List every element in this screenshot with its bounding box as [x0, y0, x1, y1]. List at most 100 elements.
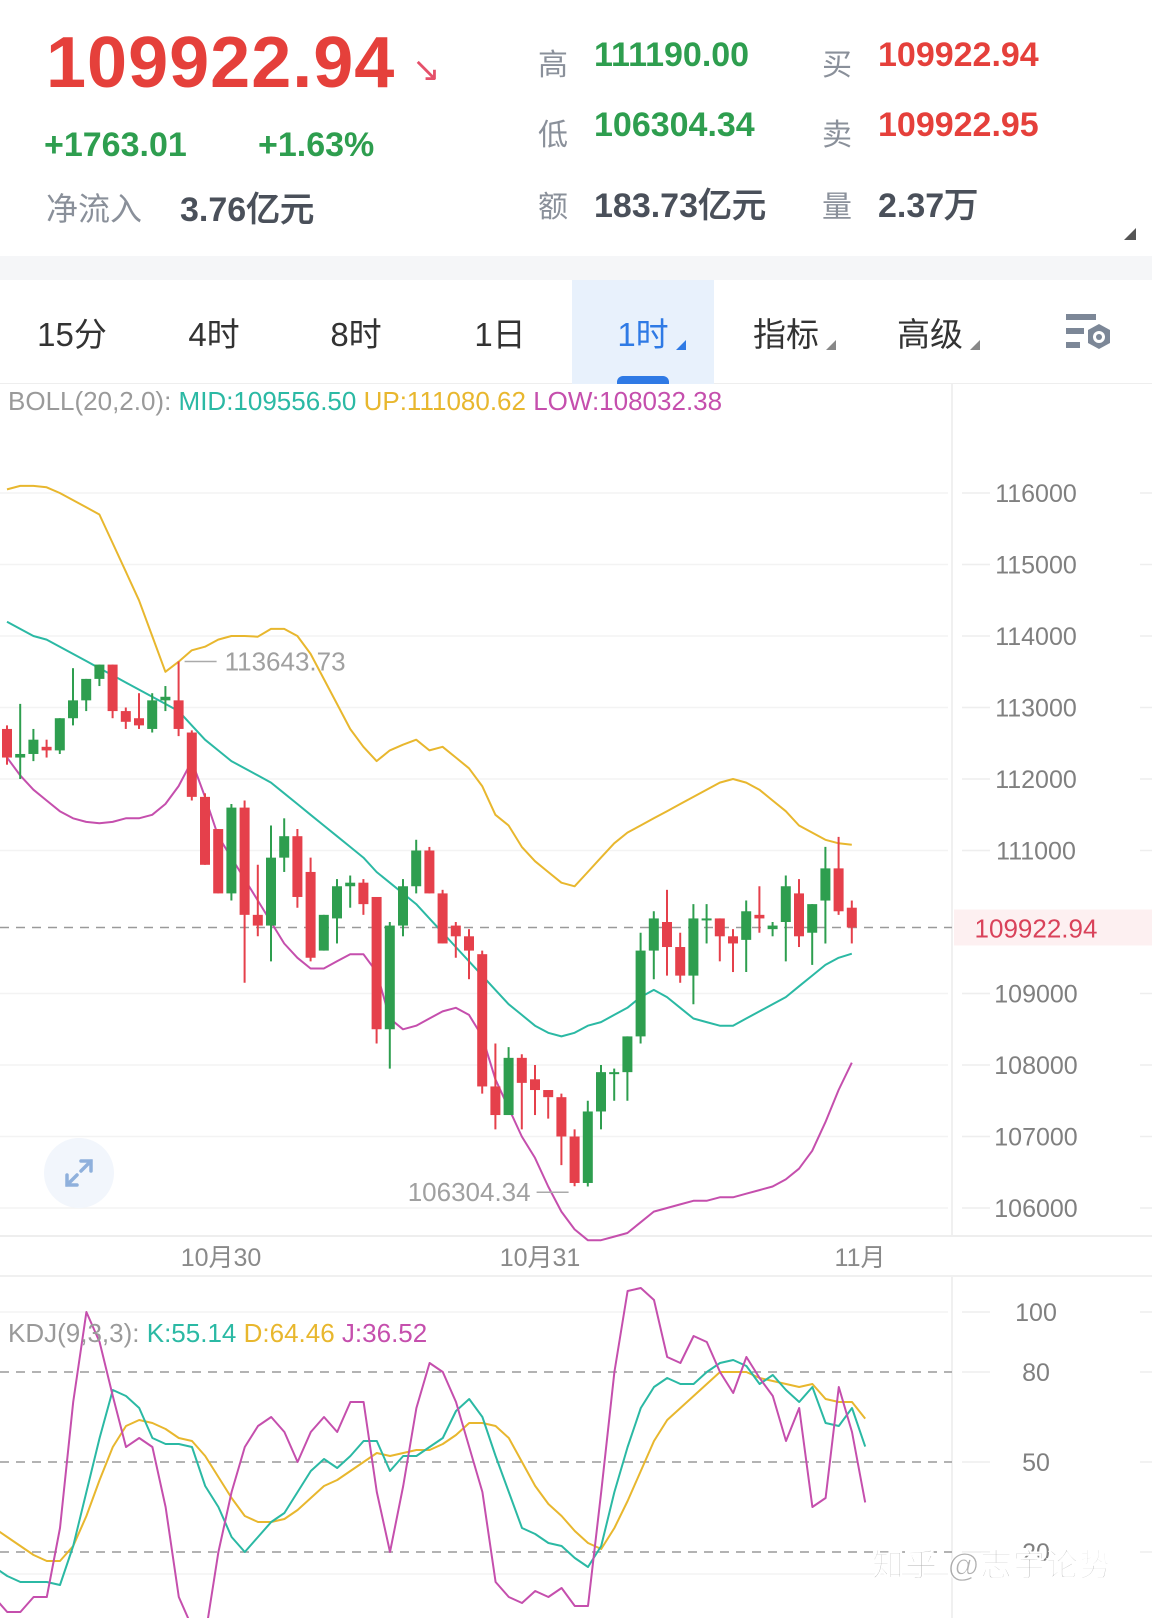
expand-arrows-icon [65, 1159, 93, 1187]
high-label: 高 [538, 49, 568, 82]
tab-8h[interactable]: 8时 [284, 280, 428, 384]
amount-value: 183.73亿元 [594, 187, 766, 225]
candle-down [516, 1057, 527, 1083]
y-tick-label: 113000 [995, 695, 1077, 723]
y-tick-label: 116000 [995, 480, 1077, 508]
tab-label: 15分 [37, 316, 107, 353]
boll-low: LOW:108032.38 [533, 386, 723, 416]
candle-down [305, 871, 316, 958]
candle-down [714, 918, 725, 937]
candle-up [332, 886, 342, 919]
candle-up [279, 836, 290, 858]
candle-up [68, 700, 78, 719]
candle-up [147, 700, 158, 729]
candle-down [120, 711, 131, 722]
x-tick-label: 11月 [835, 1244, 886, 1272]
tab-1h[interactable]: 1时 [572, 280, 714, 384]
kdj-legend: KDJ(9,3,3): K:55.14 D:64.46 J:36.52 [8, 1318, 427, 1349]
kdj-y-tick-label: 20 [1022, 1539, 1050, 1567]
interval-tabs: 15分 4时 8时 1日 1时 指标 高级 [0, 280, 1152, 384]
tab-indicators[interactable]: 指标 [716, 280, 856, 384]
candle-down [728, 936, 738, 944]
candle-down [107, 664, 118, 712]
boll-name: BOLL(20,2.0): [8, 386, 172, 416]
change-absolute: +1763.01 [44, 126, 187, 164]
candle-up [28, 739, 39, 754]
candle-down [200, 796, 210, 865]
candle-down [530, 1079, 540, 1091]
y-tick-label: 112000 [995, 766, 1077, 794]
kdj-name: KDJ(9,3,3): [8, 1318, 140, 1348]
max-price-label: 113643.73 [225, 646, 346, 676]
tab-label: 指标 [753, 316, 819, 353]
bid-label: 买 [822, 49, 852, 82]
tab-advanced[interactable]: 高级 [860, 280, 1000, 384]
candle-up [688, 918, 699, 976]
boll-legend: BOLL(20,2.0): MID:109556.50 UP:111080.62… [8, 386, 722, 417]
candle-down [213, 829, 224, 894]
candle-up [398, 886, 408, 926]
candle-down [239, 807, 250, 915]
net-inflow-label: 净流入 [46, 191, 143, 227]
kdj-y-tick-label: 80 [1022, 1359, 1050, 1387]
candle-up [345, 882, 356, 887]
y-tick-label: 111000 [996, 838, 1076, 866]
fullscreen-button[interactable] [44, 1138, 114, 1208]
candle-up [767, 925, 778, 930]
candle-down [543, 1090, 554, 1098]
candle-up [54, 718, 65, 751]
tab-label: 高级 [897, 316, 963, 353]
high-value: 111190.00 [594, 36, 750, 74]
candle-down [754, 914, 765, 919]
candle-down [437, 893, 448, 944]
candle-down [464, 936, 474, 951]
tab-label: 1时 [617, 316, 669, 353]
candle-up [582, 1111, 593, 1183]
dropdown-triangle-icon [676, 340, 686, 350]
kdj-j-line [0, 1287, 867, 1618]
candle-down [662, 922, 672, 948]
y-tick-label: 109000 [994, 981, 1077, 1009]
chart-settings-icon[interactable] [1064, 310, 1116, 356]
kdj-d: D:64.46 [243, 1318, 335, 1348]
boll-mid: MID:109556.50 [178, 386, 357, 416]
candle-up [609, 1072, 620, 1075]
candle-down [41, 746, 52, 751]
quote-header: 109922.94 ↘ +1763.01 +1.63% 净流入 3.76亿元 高… [0, 0, 1152, 256]
tab-label: 4时 [188, 316, 240, 353]
kdj-k-line [0, 1359, 867, 1586]
candle-up [807, 904, 818, 933]
candle-down [846, 907, 857, 928]
y-tick-label: 106000 [994, 1195, 1077, 1223]
min-price-label: 106304.34 [408, 1177, 531, 1207]
candle-down [134, 718, 144, 726]
boll-lower-line [6, 756, 853, 1242]
tab-4h[interactable]: 4时 [144, 280, 284, 384]
candle-up [622, 1036, 633, 1073]
active-tab-indicator [617, 376, 669, 384]
volume-value: 2.37万 [878, 187, 979, 225]
candle-down [173, 700, 184, 729]
candle-up [266, 857, 276, 926]
candle-up [81, 678, 92, 701]
ask-value: 109922.95 [878, 106, 1039, 144]
candle-down [569, 1136, 580, 1183]
x-tick-label: 10月31 [500, 1244, 581, 1272]
y-tick-label: 108000 [994, 1052, 1077, 1080]
candle-up [635, 950, 646, 1037]
candle-up [820, 868, 831, 901]
y-tick-label: 115000 [995, 552, 1077, 580]
arrow-down-right-icon: ↘ [412, 51, 441, 89]
tab-15min[interactable]: 15分 [0, 280, 144, 384]
candle-up [94, 664, 105, 679]
candle-up [701, 918, 712, 921]
tab-1d[interactable]: 1日 [428, 280, 572, 384]
candle-down [833, 868, 844, 912]
tab-label: 8时 [330, 316, 382, 353]
expand-stats-toggle-icon[interactable] [1124, 228, 1136, 240]
candle-up [226, 807, 237, 894]
candle-up [741, 911, 752, 940]
kdj-j: J:36.52 [341, 1318, 428, 1348]
boll-up: UP:111080.62 [363, 386, 526, 416]
